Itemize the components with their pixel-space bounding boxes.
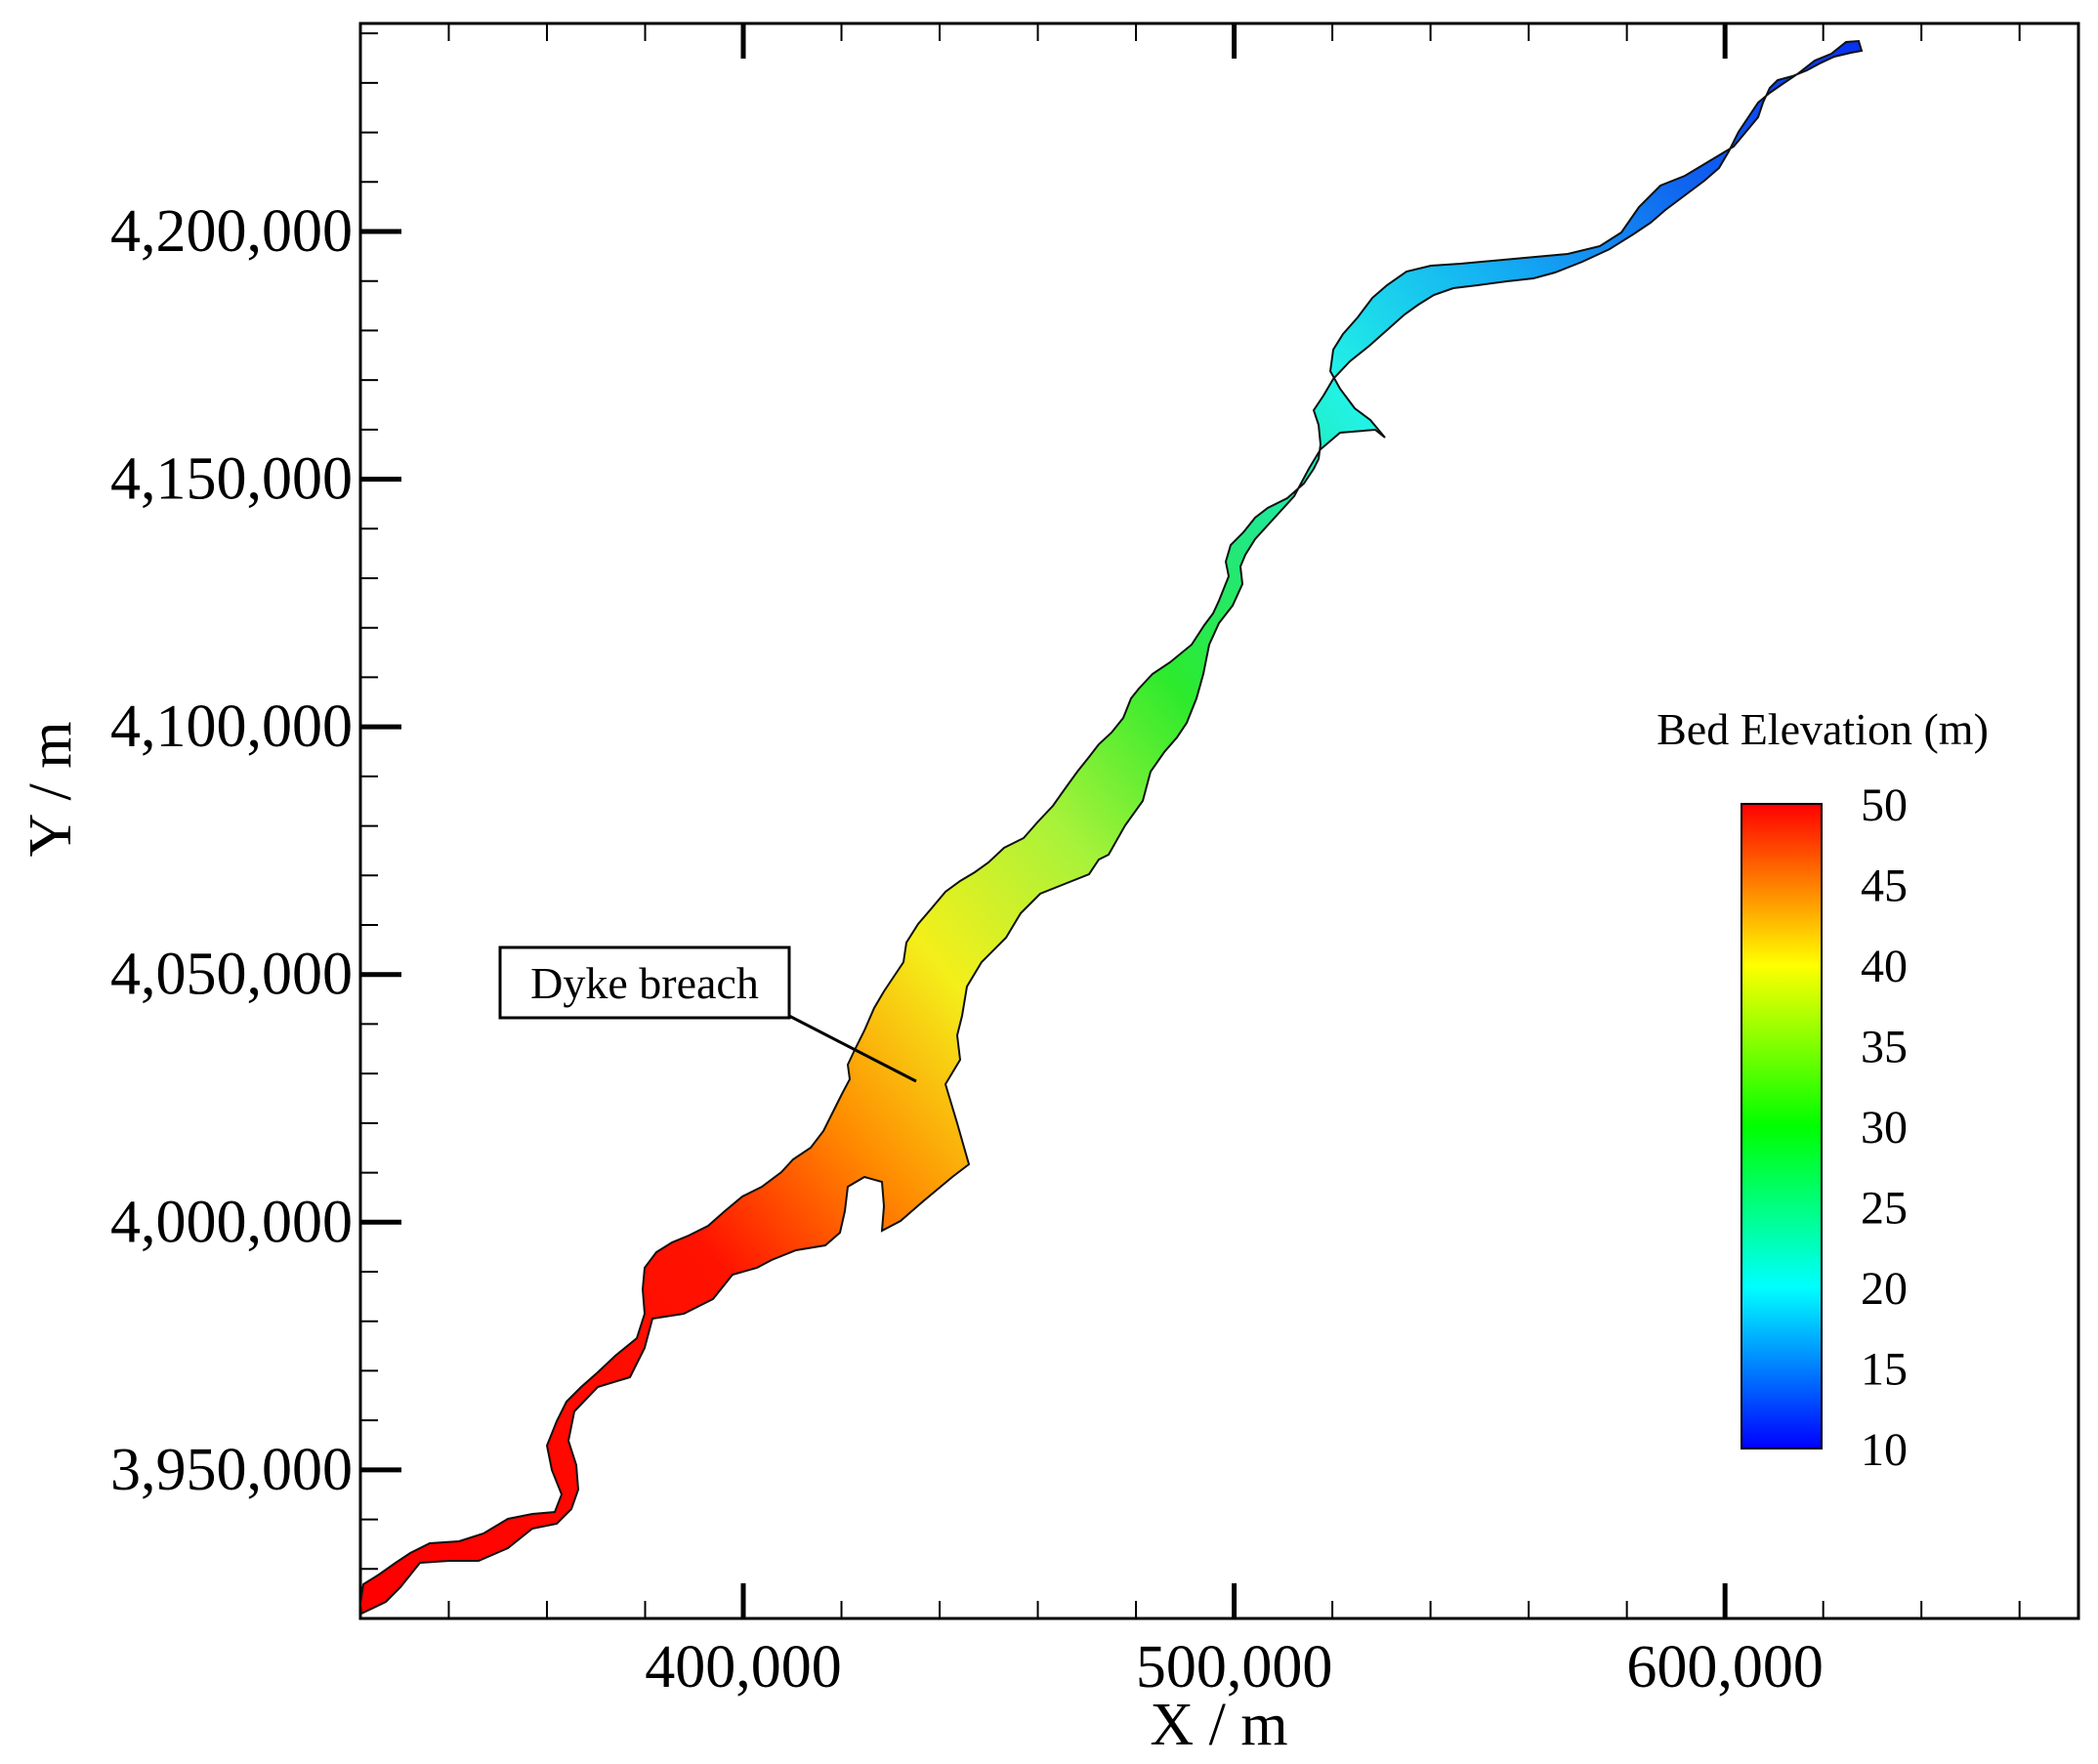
- y-tick-label: 4,050,000: [110, 942, 353, 1008]
- y-axis-title: Y / m: [18, 722, 84, 858]
- colorbar-title: Bed Elevation (m): [1657, 704, 1989, 754]
- x-axis: 400,000 500,000 600,000: [447, 23, 2021, 1701]
- colorbar-gradient: [1741, 803, 1823, 1449]
- colorbar-tick-label: 35: [1861, 1022, 1908, 1073]
- colorbar-tick-label: 20: [1861, 1263, 1908, 1315]
- y-tick-label: 4,150,000: [110, 446, 353, 513]
- colorbar: Bed Elevation (m) 50 45 40 35 30 25 20 15 10: [1657, 704, 1989, 1476]
- colorbar-tick-label: 15: [1861, 1344, 1908, 1396]
- river-domain: [358, 39, 1864, 1616]
- colorbar-tick-label: 50: [1861, 779, 1908, 831]
- dyke-breach-annotation: Dyke breach: [498, 945, 917, 1083]
- x-tick-label: 400,000: [645, 1634, 842, 1701]
- colorbar-tick-labels: 50 45 40 35 30 25 20 15 10: [1861, 779, 1908, 1476]
- x-axis-title: X / m: [1150, 1692, 1287, 1758]
- colorbar-tick-label: 30: [1861, 1102, 1908, 1154]
- x-tick-label: 600,000: [1626, 1634, 1824, 1701]
- y-tick-label: 4,100,000: [110, 693, 353, 760]
- annotation-leader-line: [784, 1012, 917, 1083]
- y-tick-label: 3,950,000: [110, 1437, 353, 1503]
- colorbar-tick-label: 40: [1861, 941, 1908, 992]
- annotation-box: [498, 945, 791, 1020]
- colorbar-tick-label: 25: [1861, 1183, 1908, 1235]
- y-tick-label: 4,200,000: [110, 198, 353, 265]
- colorbar-tick-label: 10: [1861, 1424, 1908, 1476]
- x-tick-label: 500,000: [1136, 1634, 1333, 1701]
- y-tick-label: 4,000,000: [110, 1189, 353, 1255]
- annotation-label: Dyke breach: [530, 958, 759, 1008]
- colorbar-tick-label: 45: [1861, 861, 1908, 912]
- y-axis: 3,950,000 4,000,000 4,050,000 4,100,000 4,15…: [110, 32, 401, 1571]
